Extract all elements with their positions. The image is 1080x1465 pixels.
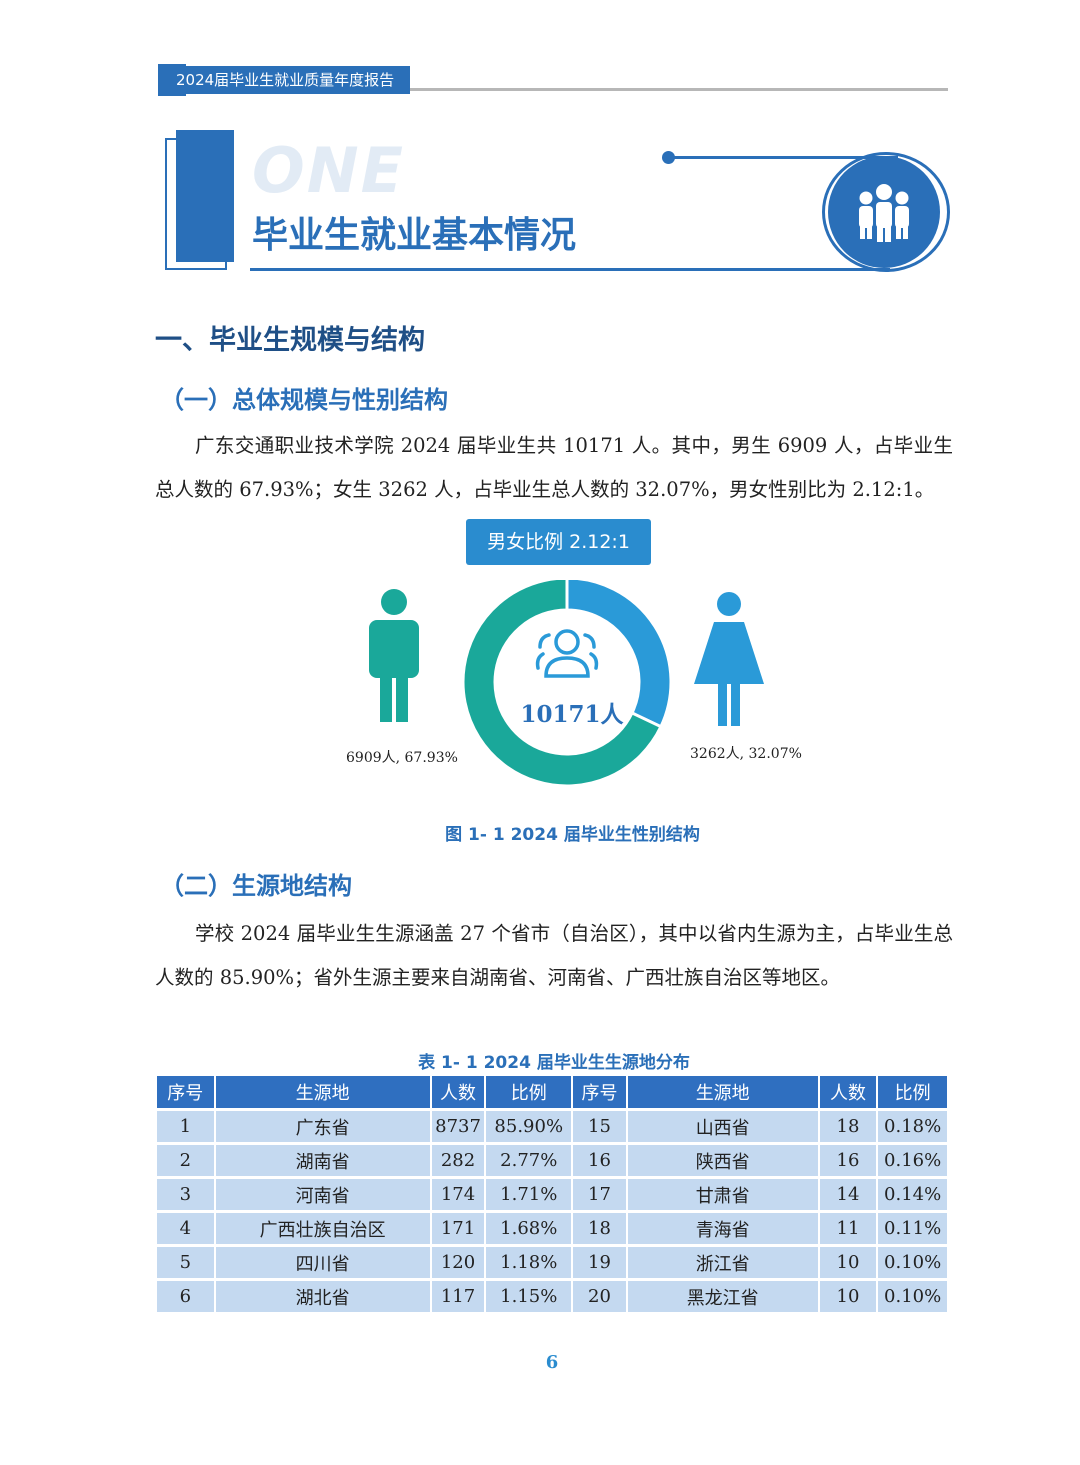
- table-row: 6 湖北省 117 1.15% 20 黑龙江省 10 0.10%: [157, 1281, 947, 1315]
- table-row: 5 四川省 120 1.18% 19 浙江省 10 0.10%: [157, 1247, 947, 1281]
- cell: 14: [819, 1179, 877, 1213]
- cell: 0.18%: [878, 1111, 947, 1145]
- subsection-heading-origin: （二）生源地结构: [160, 872, 352, 900]
- header-rule: [410, 88, 948, 91]
- chapter-underline: [250, 268, 890, 271]
- cell: 2.77%: [486, 1145, 572, 1179]
- table-row: 2 湖南省 282 2.77% 16 陕西省 16 0.16%: [157, 1145, 947, 1179]
- chapter-top-rule: [668, 156, 898, 159]
- cell: 河南省: [215, 1179, 430, 1213]
- section-heading: 一、毕业生规模与结构: [155, 325, 425, 356]
- cell: 117: [431, 1281, 485, 1315]
- cell: 16: [819, 1145, 877, 1179]
- cell: 5: [157, 1247, 214, 1281]
- cell: 1.18%: [486, 1247, 572, 1281]
- cell: 1: [157, 1111, 214, 1145]
- table-row: 4 广西壮族自治区 171 1.68% 18 青海省 11 0.11%: [157, 1213, 947, 1247]
- center-total-label: 10171人: [520, 701, 624, 728]
- figure-caption: 图 1- 1 2024 届毕业生性别结构: [445, 825, 700, 845]
- chapter-ring: [822, 152, 950, 272]
- cell: 18: [573, 1213, 626, 1247]
- male-value-label: 6909人, 67.93%: [346, 750, 458, 766]
- cell: 陕西省: [627, 1145, 818, 1179]
- cell: 120: [431, 1247, 485, 1281]
- table-caption: 表 1- 1 2024 届毕业生生源地分布: [418, 1053, 690, 1073]
- male-figure-icon: [369, 589, 419, 722]
- cell: 黑龙江省: [627, 1281, 818, 1315]
- cell: 0.10%: [878, 1281, 947, 1315]
- cell: 10: [819, 1247, 877, 1281]
- cell: 85.90%: [486, 1111, 572, 1145]
- cell: 17: [573, 1179, 626, 1213]
- cell: 湖北省: [215, 1281, 430, 1315]
- report-title: 2024届毕业生就业质量年度报告: [160, 66, 410, 94]
- header-tab-outline: [158, 64, 186, 96]
- table-row: 1 广东省 8737 85.90% 15 山西省 18 0.18%: [157, 1111, 947, 1145]
- table-row: 3 河南省 174 1.71% 17 甘肃省 14 0.14%: [157, 1179, 947, 1213]
- cell: 171: [431, 1213, 485, 1247]
- col-header: 人数: [431, 1076, 485, 1111]
- cell: 8737: [431, 1111, 485, 1145]
- cell: 0.10%: [878, 1247, 947, 1281]
- col-header: 人数: [819, 1076, 877, 1111]
- cell: 20: [573, 1281, 626, 1315]
- female-value-label: 3262人, 32.07%: [690, 746, 802, 762]
- cell: 16: [573, 1145, 626, 1179]
- cell: 1.71%: [486, 1179, 572, 1213]
- cell: 3: [157, 1179, 214, 1213]
- col-header: 生源地: [627, 1076, 818, 1111]
- cell: 1.15%: [486, 1281, 572, 1315]
- chapter-block: [176, 130, 234, 262]
- cell: 甘肃省: [627, 1179, 818, 1213]
- chapter-title: 毕业生就业基本情况: [252, 215, 577, 256]
- origin-paragraph: 学校 2024 届毕业生生源涵盖 27 个省市（自治区），其中以省内生源为主，占…: [155, 922, 953, 989]
- gender-paragraph: 广东交通职业技术学院 2024 届毕业生共 10171 人。其中，男生 6909…: [155, 434, 953, 501]
- cell: 11: [819, 1213, 877, 1247]
- cell: 18: [819, 1111, 877, 1145]
- subsection-heading-gender: （一）总体规模与性别结构: [160, 386, 448, 414]
- male-slice: [461, 580, 663, 788]
- chapter-circle: [828, 156, 940, 268]
- col-header: 生源地: [215, 1076, 430, 1111]
- cell: 15: [573, 1111, 626, 1145]
- cell: 6: [157, 1281, 214, 1315]
- page-number: 6: [545, 1352, 559, 1373]
- cell: 广东省: [215, 1111, 430, 1145]
- cell: 青海省: [627, 1213, 818, 1247]
- ratio-title-box: 男女比例 2.12:1: [466, 519, 651, 565]
- donut-chart: [461, 580, 673, 788]
- cell: 湖南省: [215, 1145, 430, 1179]
- cell: 四川省: [215, 1247, 430, 1281]
- col-header: 序号: [573, 1076, 626, 1111]
- group-people-icon: [859, 184, 909, 242]
- cell: 1.68%: [486, 1213, 572, 1247]
- cell: 广西壮族自治区: [215, 1213, 430, 1247]
- cell: 浙江省: [627, 1247, 818, 1281]
- chapter-label: ONE: [252, 134, 405, 207]
- cell: 10: [819, 1281, 877, 1315]
- cell: 282: [431, 1145, 485, 1179]
- users-icon: [535, 629, 599, 678]
- col-header: 序号: [157, 1076, 214, 1111]
- cell: 19: [573, 1247, 626, 1281]
- col-header: 比例: [878, 1076, 947, 1111]
- cell: 4: [157, 1213, 214, 1247]
- table-header-row: 序号 生源地 人数 比例 序号 生源地 人数 比例: [157, 1076, 947, 1111]
- cell: 174: [431, 1179, 485, 1213]
- col-header: 比例: [486, 1076, 572, 1111]
- chapter-dot: [662, 151, 675, 164]
- cell: 2: [157, 1145, 214, 1179]
- gender-chart: 10171人 6909人, 67.93% 3262人, 32.07%: [346, 580, 802, 788]
- cell: 0.11%: [878, 1213, 947, 1247]
- origin-table: 序号 生源地 人数 比例 序号 生源地 人数 比例 1 广东省 8737 85.90…: [155, 1076, 949, 1315]
- female-figure-icon: [694, 592, 764, 726]
- cell: 0.14%: [878, 1179, 947, 1213]
- cell: 0.16%: [878, 1145, 947, 1179]
- cell: 山西省: [627, 1111, 818, 1145]
